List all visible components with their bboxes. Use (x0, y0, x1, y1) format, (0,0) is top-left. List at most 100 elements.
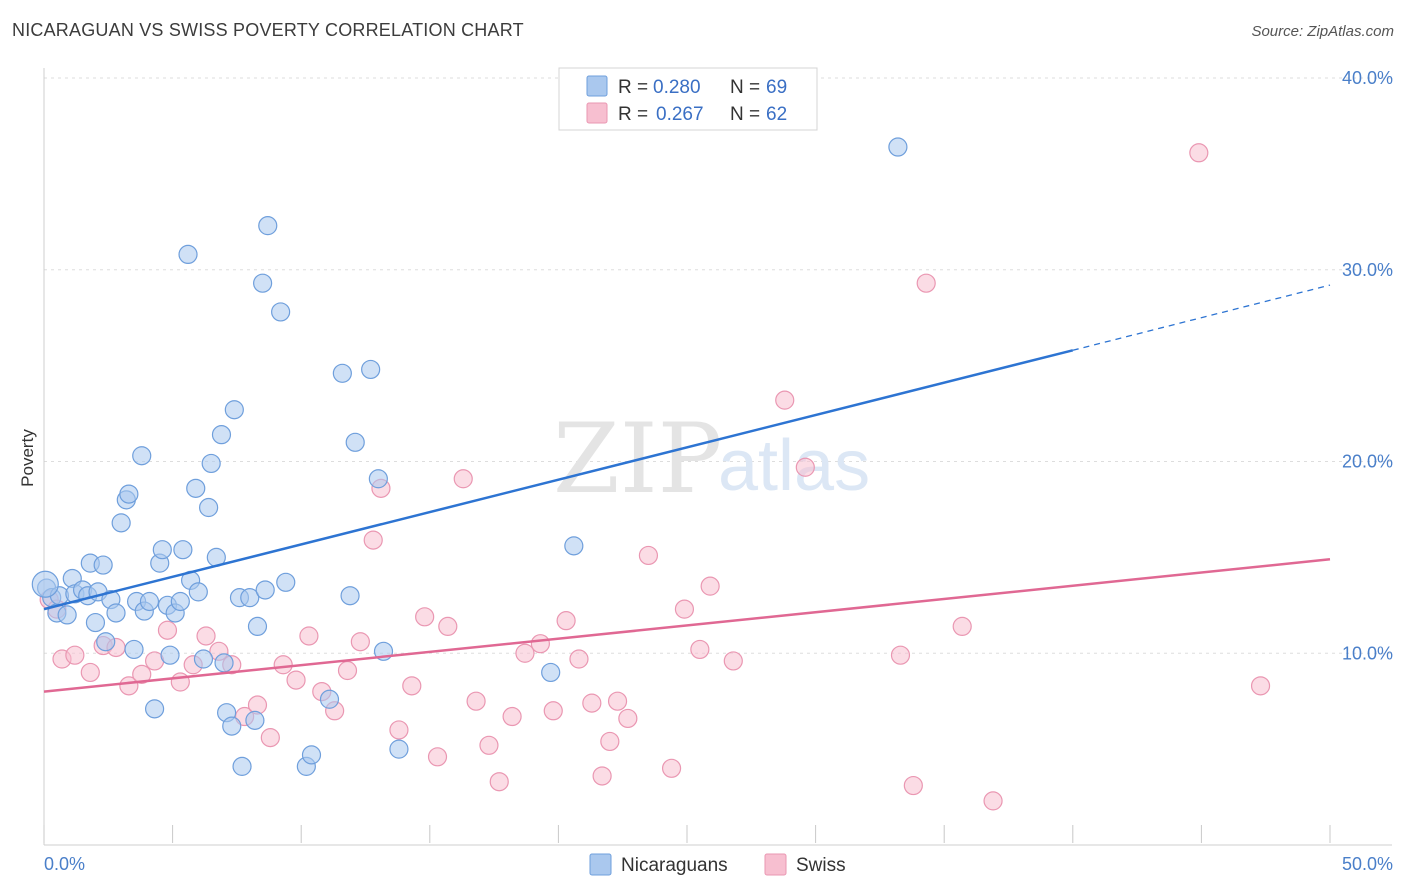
swiss-point-26 (363, 530, 383, 550)
y-tick-labels: 10.0% 20.0% 30.0% 40.0% (1342, 68, 1393, 663)
gridlines (44, 77, 1392, 654)
nicaraguan-point-4 (57, 605, 77, 625)
swiss-point-57 (903, 775, 923, 796)
nicaraguan-point-58 (332, 363, 352, 383)
nicaraguan-point-52 (258, 216, 278, 236)
nicaraguan-point-59 (340, 586, 360, 606)
swiss-point-20 (286, 670, 306, 690)
y-tick-label-20: 20.0% (1342, 452, 1393, 472)
nicaraguan-point-57 (319, 689, 340, 709)
bottom-legend-swiss: Swiss (796, 855, 846, 876)
swiss-point-43 (582, 693, 602, 713)
nicaraguan-point-50 (253, 273, 273, 293)
swiss-point-39 (530, 634, 550, 654)
nicaraguan-point-49 (247, 616, 268, 637)
swiss-point-45 (600, 731, 620, 752)
nicaraguan-point-65 (541, 662, 561, 683)
y-axis-title: Poverty (18, 429, 37, 487)
swiss-point-35 (479, 735, 499, 755)
swiss-point-24 (337, 660, 358, 681)
nicaraguan-point-21 (132, 446, 152, 466)
nicaraguan-point-13 (96, 632, 116, 652)
swiss-point-30 (415, 607, 435, 627)
chart-title: NICARAGUAN VS SWISS POVERTY CORRELATION … (12, 20, 524, 40)
swiss-point-13 (196, 626, 216, 646)
swiss-point-44 (592, 766, 612, 786)
swiss-point-4 (80, 662, 100, 683)
nicaraguan-point-23 (139, 591, 160, 612)
swiss-point-51 (690, 639, 710, 660)
nicaraguan-point-37 (199, 497, 219, 518)
correlation-legend: R = 0.280 N = 69 R = 0.267 N = 62 (558, 67, 818, 131)
nicaraguan-point-40 (211, 425, 232, 445)
swiss-point-32 (438, 616, 458, 637)
swiss-point-49 (661, 758, 682, 778)
x-tick-label-max: 50.0% (1342, 854, 1393, 874)
source-label: Source: ZipAtlas.com (1251, 23, 1394, 40)
swiss-point-37 (502, 706, 522, 727)
nicaraguan-point-51 (255, 580, 275, 600)
swiss-point-29 (402, 676, 422, 696)
nicaraguan-point-36 (193, 649, 214, 669)
swiss-point-31 (427, 747, 448, 767)
nicaraguan-point-64 (389, 739, 409, 759)
nicaraguan-point-30 (170, 591, 190, 612)
swiss-point-42 (569, 649, 589, 669)
x-tick-label-min: 0.0% (44, 854, 85, 874)
y-tick-label-10: 10.0% (1342, 643, 1393, 663)
swiss-point-33 (453, 469, 473, 489)
swiss-point-40 (543, 701, 563, 721)
legend-r-value-1: 0.280 (653, 77, 701, 98)
swiss-point-18 (260, 728, 280, 748)
nicaraguan-point-34 (186, 478, 206, 498)
swiss-point-47 (618, 708, 638, 729)
legend-swatch-nicaraguans (586, 75, 608, 97)
nicaraguan-point-32 (178, 244, 198, 265)
swiss-point-50 (674, 599, 695, 619)
watermark-atlas: atlas (718, 426, 870, 506)
legend-r-label-2: R = (618, 104, 648, 125)
nicaraguan-point-28 (160, 645, 180, 665)
nicaraguan-point-38 (201, 453, 221, 474)
swiss-point-10 (157, 620, 178, 640)
bottom-legend-nicaraguans: Nicaraguans (621, 855, 728, 876)
swiss-point-38 (515, 643, 535, 663)
nicaraguan-point-26 (152, 540, 172, 560)
swiss-point-36 (489, 772, 509, 792)
y-tick-label-40: 40.0% (1342, 68, 1393, 88)
legend-n-value-2: 62 (766, 104, 787, 125)
nicaraguan-point-31 (173, 540, 193, 560)
nicaraguan-point-19 (124, 639, 144, 660)
nicaraguan-point-61 (361, 359, 381, 380)
swiss-point-61 (1189, 143, 1209, 163)
nicaraguan-point-10 (85, 612, 106, 633)
nicaraguan-point-60 (345, 432, 365, 452)
bottom-legend-swatch-nicaraguans (589, 853, 612, 876)
nicaraguan-point-35 (188, 582, 208, 602)
swiss-point-8 (132, 664, 152, 684)
swiss-point-62 (1250, 676, 1271, 696)
nicaraguan-point-48 (245, 710, 265, 730)
bottom-legend-swatch-swiss (764, 853, 787, 876)
swiss-point-58 (916, 273, 936, 293)
nicaraguan-point-47 (240, 588, 260, 608)
swiss-point-54 (775, 390, 795, 410)
x-ticks (43, 825, 1331, 843)
swiss-point-34 (466, 691, 486, 711)
nicaraguan-point-66 (564, 536, 584, 556)
nicaraguan-point-15 (106, 603, 126, 623)
nicaraguan-point-46 (232, 756, 252, 776)
swiss-point-25 (350, 632, 370, 652)
nicaraguan-point-56 (301, 745, 322, 765)
nicaraguan-trend-extension (1072, 284, 1331, 351)
y-tick-label-30: 30.0% (1342, 260, 1393, 280)
nicaraguan-point-12 (93, 555, 113, 575)
swiss-point-52 (700, 576, 720, 596)
nicaraguan-point-24 (144, 699, 165, 719)
swiss-point-55 (795, 457, 815, 477)
swiss-point-48 (638, 545, 659, 566)
nicaraguan-point-16 (111, 513, 131, 533)
swiss-trend-line (43, 558, 1331, 693)
swiss-point-41 (556, 611, 576, 631)
